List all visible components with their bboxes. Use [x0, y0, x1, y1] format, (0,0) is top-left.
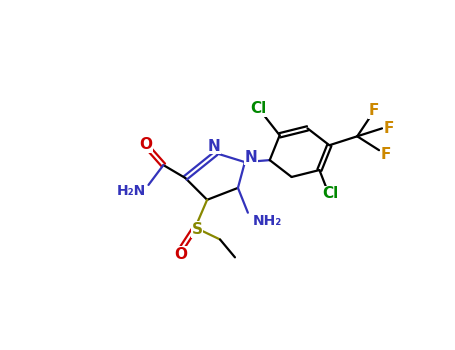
Text: O: O	[139, 137, 152, 152]
Text: F: F	[381, 147, 391, 162]
Text: F: F	[384, 121, 394, 136]
Text: N: N	[207, 139, 221, 154]
Text: NH₂: NH₂	[253, 214, 282, 228]
Text: N: N	[244, 150, 257, 164]
Text: O: O	[174, 247, 187, 262]
Text: F: F	[369, 103, 379, 118]
Text: S: S	[192, 222, 202, 237]
Text: Cl: Cl	[251, 101, 267, 116]
Text: H₂N: H₂N	[117, 184, 147, 198]
Text: Cl: Cl	[322, 186, 339, 201]
